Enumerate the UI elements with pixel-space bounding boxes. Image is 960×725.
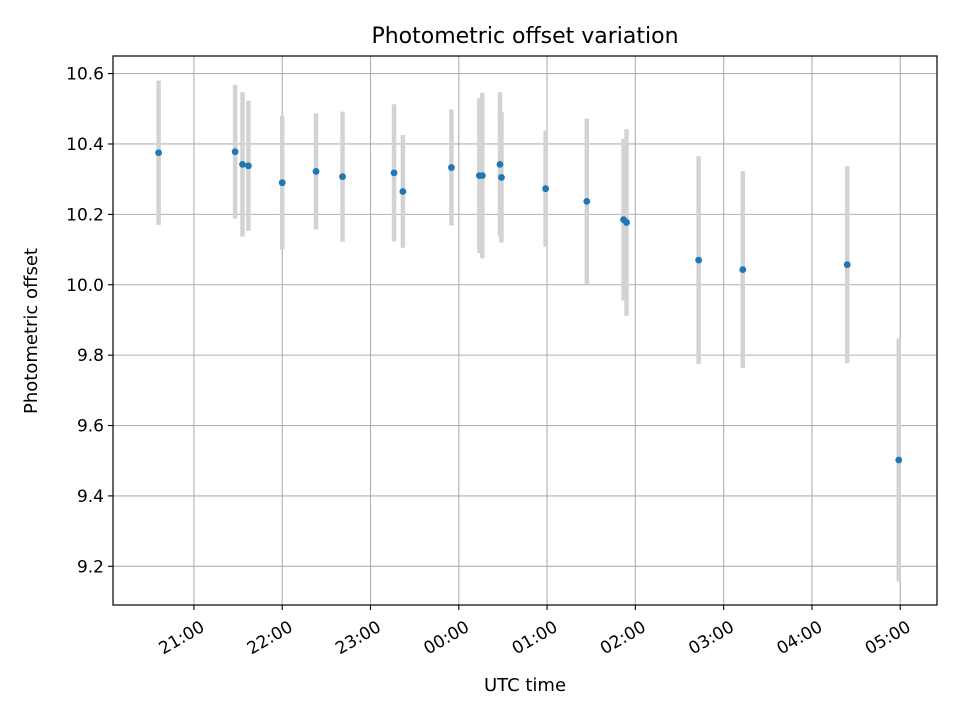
- chart-title: Photometric offset variation: [371, 24, 678, 49]
- grid-layer: [113, 56, 937, 605]
- data-point: [695, 256, 703, 264]
- y-tick-label: 9.4: [77, 487, 104, 507]
- x-tick-label: 03:00: [685, 617, 737, 659]
- data-point: [496, 160, 504, 168]
- data-point: [239, 160, 246, 168]
- data-point: [155, 149, 163, 157]
- x-tick-label: 04:00: [774, 617, 826, 659]
- data-point: [244, 162, 252, 170]
- plot-frame: [112, 55, 938, 606]
- data-point: [312, 168, 320, 175]
- data-point: [498, 174, 505, 181]
- y-tick-label: 9.6: [77, 417, 104, 437]
- x-tick-label: 00:00: [421, 617, 473, 659]
- data-point: [278, 179, 286, 187]
- data-point: [399, 188, 407, 195]
- x-tick-label: 23:00: [332, 617, 384, 659]
- data-point: [895, 456, 903, 464]
- y-tick-label: 10.4: [66, 135, 104, 155]
- y-axis-label: Photometric offset: [21, 248, 42, 414]
- data-point: [448, 164, 455, 171]
- data-point-layer: [155, 148, 903, 464]
- data-point: [843, 261, 851, 269]
- x-tick-label: 01:00: [509, 617, 561, 659]
- y-tick-label: 10.2: [66, 205, 104, 225]
- y-tick-label: 9.8: [77, 346, 104, 366]
- x-tick-label: 02:00: [597, 617, 649, 659]
- data-point: [339, 173, 346, 181]
- data-point: [231, 148, 239, 156]
- data-point: [739, 266, 747, 274]
- data-point: [542, 185, 549, 193]
- data-point: [478, 172, 486, 180]
- x-axis-label: UTC time: [484, 675, 566, 696]
- data-point: [583, 197, 591, 205]
- x-tick-label: 05:00: [862, 617, 914, 659]
- x-tick-label: 22:00: [244, 617, 296, 659]
- y-tick-label: 9.2: [77, 557, 104, 577]
- data-point: [390, 169, 398, 177]
- y-tick-label: 10.0: [66, 276, 104, 296]
- errorbar-layer: [156, 80, 901, 582]
- x-tick-label: 21:00: [156, 617, 208, 659]
- y-tick-label: 10.6: [66, 65, 104, 85]
- tick-layer: 21:00 22:00 23:00 00:00 01:00 02:00 03:00 04:00…: [66, 65, 914, 659]
- data-point: [623, 219, 630, 226]
